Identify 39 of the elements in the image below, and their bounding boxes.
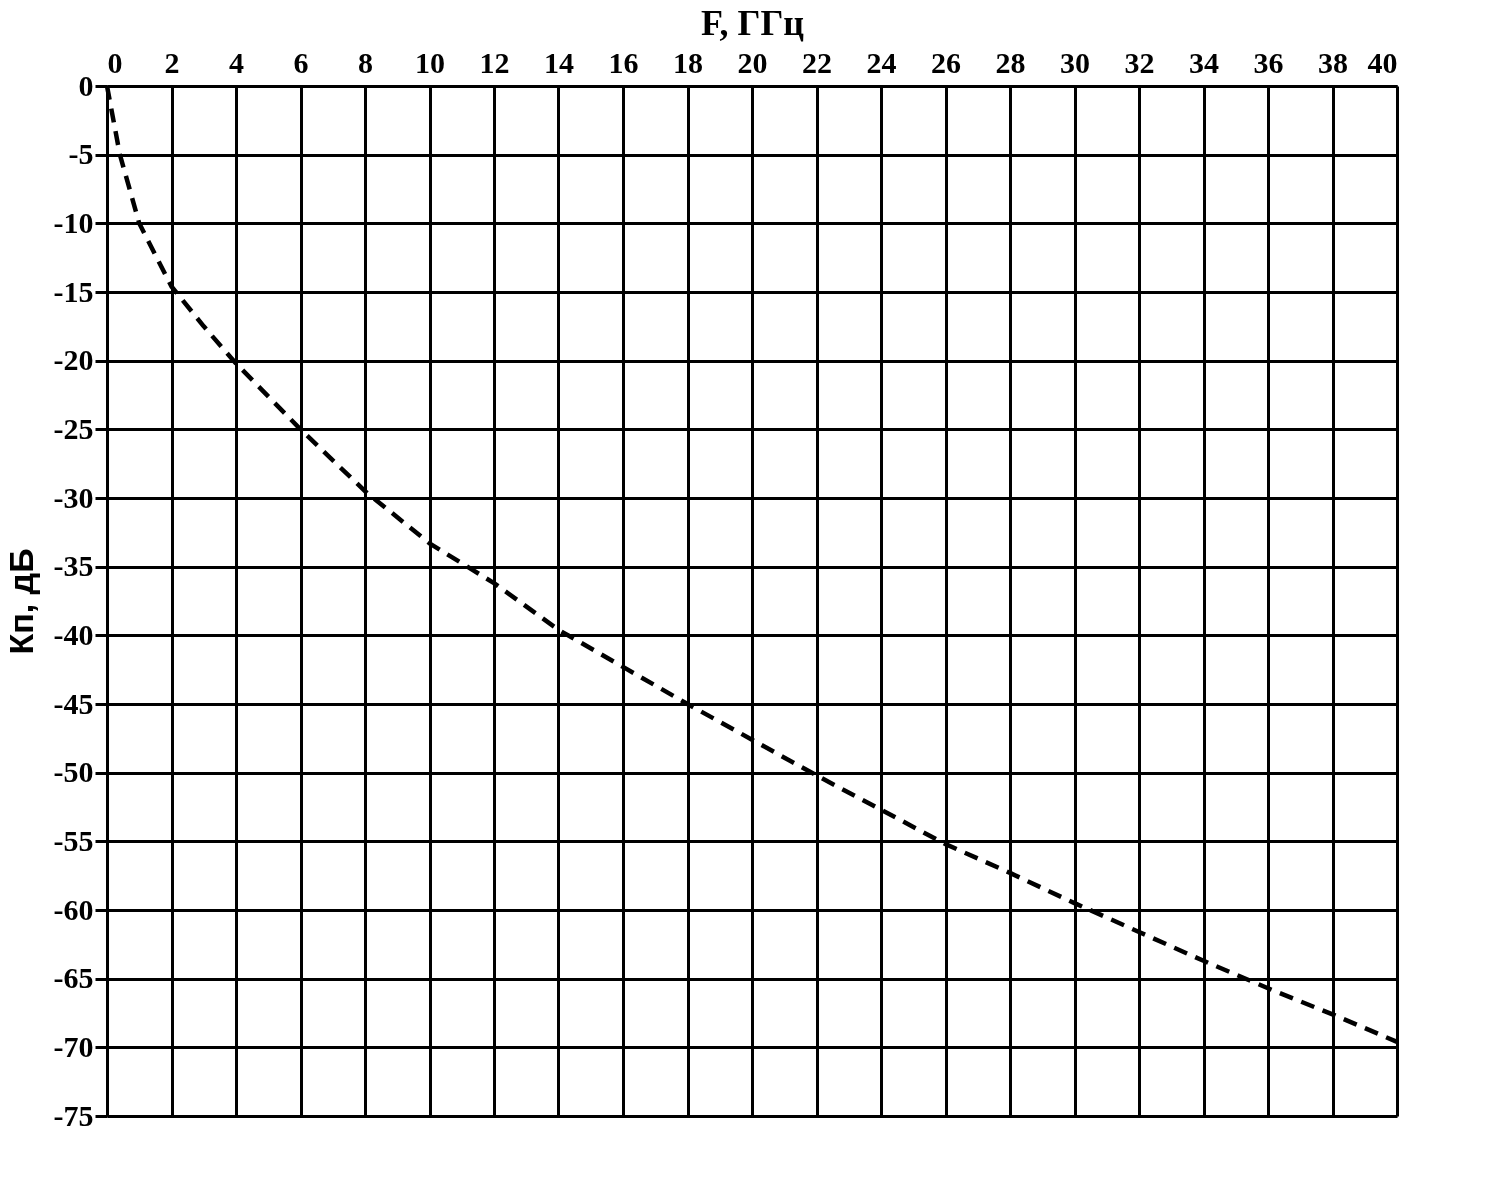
y-tick-label: -40 — [53, 617, 94, 651]
y-tick-label: -45 — [53, 686, 94, 720]
x-tick-label: 32 — [1124, 45, 1155, 79]
x-tick-label: 20 — [737, 45, 768, 79]
y-tick-label: -30 — [53, 480, 94, 514]
y-tick-label: -70 — [53, 1029, 94, 1063]
x-tick-label: 38 — [1318, 45, 1348, 79]
x-tick-label: 22 — [802, 45, 832, 79]
y-tick-label: -10 — [53, 205, 94, 239]
x-tick-label: 30 — [1060, 45, 1090, 79]
y-tick-label: -55 — [53, 823, 94, 857]
x-tick-label: 6 — [293, 45, 309, 79]
y-tick-label: -5 — [68, 137, 94, 171]
x-tick-label: 34 — [1189, 45, 1219, 79]
y-tick-label: 0 — [78, 68, 94, 102]
y-tick-label: -25 — [53, 411, 94, 445]
x-tick-label: 16 — [608, 45, 639, 79]
x-tick-label: 14 — [544, 45, 574, 79]
x-tick-label: 24 — [866, 45, 897, 79]
x-tick-label: 28 — [995, 45, 1026, 79]
y-tick-label: -15 — [53, 274, 94, 308]
x-tick-label: 2 — [164, 45, 180, 79]
x-tick-label: 26 — [931, 45, 961, 79]
y-tick-label: -65 — [53, 961, 94, 995]
x-tick-label: 10 — [415, 45, 445, 79]
y-tick-label: -50 — [53, 755, 94, 789]
x-tick-label: 12 — [479, 45, 510, 79]
x-tick-label: 18 — [673, 45, 703, 79]
y-tick-label: -75 — [53, 1098, 94, 1132]
x-tick-label: 8 — [358, 45, 373, 79]
x-tick-label: 0 — [107, 45, 123, 79]
x-tick-label: 40 — [1367, 45, 1398, 79]
y-tick-label: -60 — [53, 892, 94, 926]
y-axis-title: Кп, дБ — [1, 548, 40, 655]
y-tick-label: -20 — [53, 343, 94, 377]
x-tick-label: 36 — [1253, 45, 1284, 79]
x-axis-title: F, ГГц — [700, 2, 805, 43]
x-tick-label: 4 — [229, 45, 244, 79]
y-tick-label: -35 — [53, 549, 94, 583]
